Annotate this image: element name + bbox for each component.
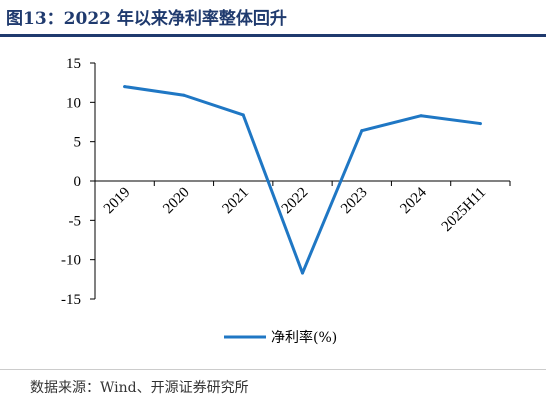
data-point xyxy=(301,271,304,275)
data-point xyxy=(478,122,482,126)
data-point xyxy=(241,113,245,117)
x-tick-label: 2023 xyxy=(338,185,371,218)
y-tick-label: -15 xyxy=(61,292,81,308)
y-tick-label: 10 xyxy=(66,95,81,111)
x-tick-label: 2019 xyxy=(101,185,134,218)
line-chart: 15 10 5 0 -5 -10 -15 2019 2020 2021 2022 2023 2024 20… xyxy=(61,56,511,346)
x-tick-label: 2024 xyxy=(397,184,430,217)
data-point xyxy=(419,114,423,118)
y-tick-label: 15 xyxy=(66,56,81,72)
legend-label: 净利率(%) xyxy=(271,329,337,346)
y-tick-label: -5 xyxy=(69,213,82,229)
series-line-net-margin xyxy=(123,85,482,275)
data-point xyxy=(182,93,186,97)
x-tick-label: 2021 xyxy=(220,185,253,218)
x-tick-label: 2022 xyxy=(279,185,312,218)
page-title: 图13：2022 年以来净利率整体回升 xyxy=(6,9,287,29)
y-tick-label: 0 xyxy=(74,174,82,190)
x-tick-label: 2025H11 xyxy=(439,185,489,235)
y-tick-label: -10 xyxy=(61,253,81,269)
source-divider xyxy=(0,369,546,370)
data-point xyxy=(360,129,364,133)
x-tick-label: 2020 xyxy=(160,185,193,218)
source-note: 数据来源：Wind、开源证券研究所 xyxy=(30,380,249,396)
data-point xyxy=(123,85,127,89)
y-tick-label: 5 xyxy=(74,135,82,151)
title-divider xyxy=(0,34,546,37)
